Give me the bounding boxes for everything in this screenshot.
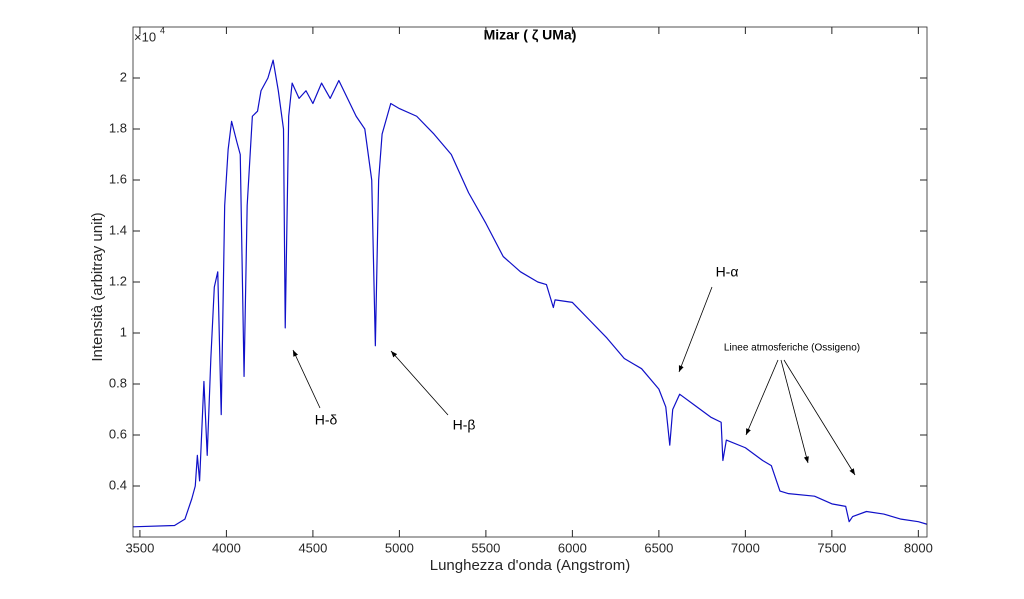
x-axis-label: Lunghezza d'onda (Angstrom) bbox=[430, 557, 631, 574]
y-multiplier: ×10 bbox=[134, 29, 156, 44]
y-tick-label: 0.8 bbox=[109, 375, 127, 390]
arrow bbox=[292, 349, 321, 409]
annotation: H-β bbox=[453, 417, 476, 433]
arrow bbox=[780, 359, 809, 464]
y-tick-label: 0.4 bbox=[109, 477, 127, 492]
y-tick-label: 1 bbox=[120, 324, 127, 339]
annotation: H-α bbox=[716, 264, 739, 280]
spectrum-line bbox=[132, 59, 928, 528]
y-tick-label: 1.2 bbox=[109, 273, 127, 288]
x-tick-label: 4000 bbox=[212, 540, 241, 555]
x-tick-label: 8000 bbox=[904, 540, 933, 555]
y-multiplier-exponent: 4 bbox=[160, 25, 165, 35]
y-tick-label: 1.8 bbox=[109, 120, 127, 135]
x-tick-label: 5000 bbox=[385, 540, 414, 555]
x-tick-label: 7000 bbox=[731, 540, 760, 555]
arrow bbox=[390, 350, 449, 416]
arrow bbox=[783, 359, 856, 476]
x-tick-label: 4500 bbox=[298, 540, 327, 555]
y-tick-label: 1.6 bbox=[109, 171, 127, 186]
axes-box bbox=[132, 26, 928, 538]
x-tick-label: 6000 bbox=[558, 540, 587, 555]
annotation: Linee atmosferiche (Ossigeno) bbox=[724, 343, 860, 354]
chart-title: Mizar ( ζ UMa) bbox=[484, 27, 577, 43]
x-tick-label: 5500 bbox=[471, 540, 500, 555]
annotation: H-δ bbox=[315, 412, 338, 428]
y-tick-label: 2 bbox=[120, 69, 127, 84]
arrow bbox=[745, 359, 779, 436]
x-tick-label: 7500 bbox=[817, 540, 846, 555]
x-tick-label: 6500 bbox=[644, 540, 673, 555]
y-tick-label: 0.6 bbox=[109, 426, 127, 441]
arrow bbox=[678, 286, 713, 373]
y-axis-label: Intensità (arbitray unit) bbox=[89, 212, 106, 361]
annotations: H-δ H-β H-α Linee atmosferiche (Ossigeno… bbox=[292, 264, 860, 476]
y-tick-label: 1.4 bbox=[109, 222, 127, 237]
x-tick-label: 3500 bbox=[125, 540, 154, 555]
